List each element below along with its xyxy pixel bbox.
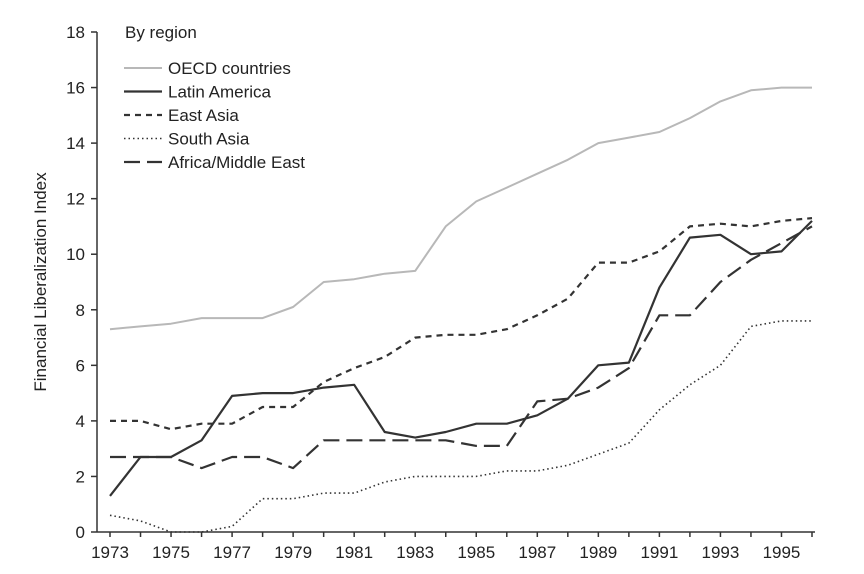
y-tick-label: 8 xyxy=(76,301,85,320)
y-tick-label: 6 xyxy=(76,356,85,375)
y-tick-label: 4 xyxy=(76,412,85,431)
series-line-africa-middle-east xyxy=(110,225,813,470)
legend-title: By region xyxy=(125,23,197,42)
x-tick-label: 1981 xyxy=(335,543,373,562)
x-tick-label: 1995 xyxy=(763,543,801,562)
x-ticks: 1973 1975 1977 1979 1981 1983 1985 1987 1989 1991… xyxy=(91,532,813,562)
legend: By region OECD countries Latin America Eas… xyxy=(124,23,305,172)
x-tick-label: 1991 xyxy=(640,543,678,562)
legend-label: South Asia xyxy=(168,130,250,149)
legend-label: East Asia xyxy=(168,106,239,125)
x-tick-label: 1985 xyxy=(457,543,495,562)
legend-label: OECD countries xyxy=(168,59,291,78)
y-tick-label: 14 xyxy=(66,134,85,153)
legend-label: Latin America xyxy=(168,83,272,102)
x-tick-label: 1977 xyxy=(213,543,251,562)
x-tick-label: 1979 xyxy=(274,543,312,562)
x-tick-label: 1987 xyxy=(518,543,556,562)
y-axis-label: Financial Liberalization Index xyxy=(31,172,50,392)
series-line-oecd-countries xyxy=(109,86,812,331)
y-tick-label: 18 xyxy=(66,23,85,42)
series-line-south-asia xyxy=(109,320,812,533)
y-ticks: 0 2 4 6 8 10 12 14 16 18 xyxy=(66,23,97,542)
y-tick-label: 2 xyxy=(76,467,85,486)
axes: 0 2 4 6 8 10 12 14 16 18 1973 1975 1977 1979 1981 1983… xyxy=(66,23,815,562)
legend-label: Africa/Middle East xyxy=(168,153,305,172)
series-line-latin-america xyxy=(109,220,813,497)
y-tick-label: 10 xyxy=(66,245,85,264)
series-line-east-asia xyxy=(110,217,813,431)
x-tick-label: 1975 xyxy=(152,543,190,562)
y-tick-label: 12 xyxy=(66,190,85,209)
x-tick-label: 1989 xyxy=(579,543,617,562)
series-lines xyxy=(109,86,813,533)
x-tick-label: 1973 xyxy=(91,543,129,562)
x-tick-label: 1983 xyxy=(396,543,434,562)
x-tick-label: 1993 xyxy=(702,543,740,562)
y-tick-label: 16 xyxy=(66,79,85,98)
y-tick-label: 0 xyxy=(76,523,85,542)
